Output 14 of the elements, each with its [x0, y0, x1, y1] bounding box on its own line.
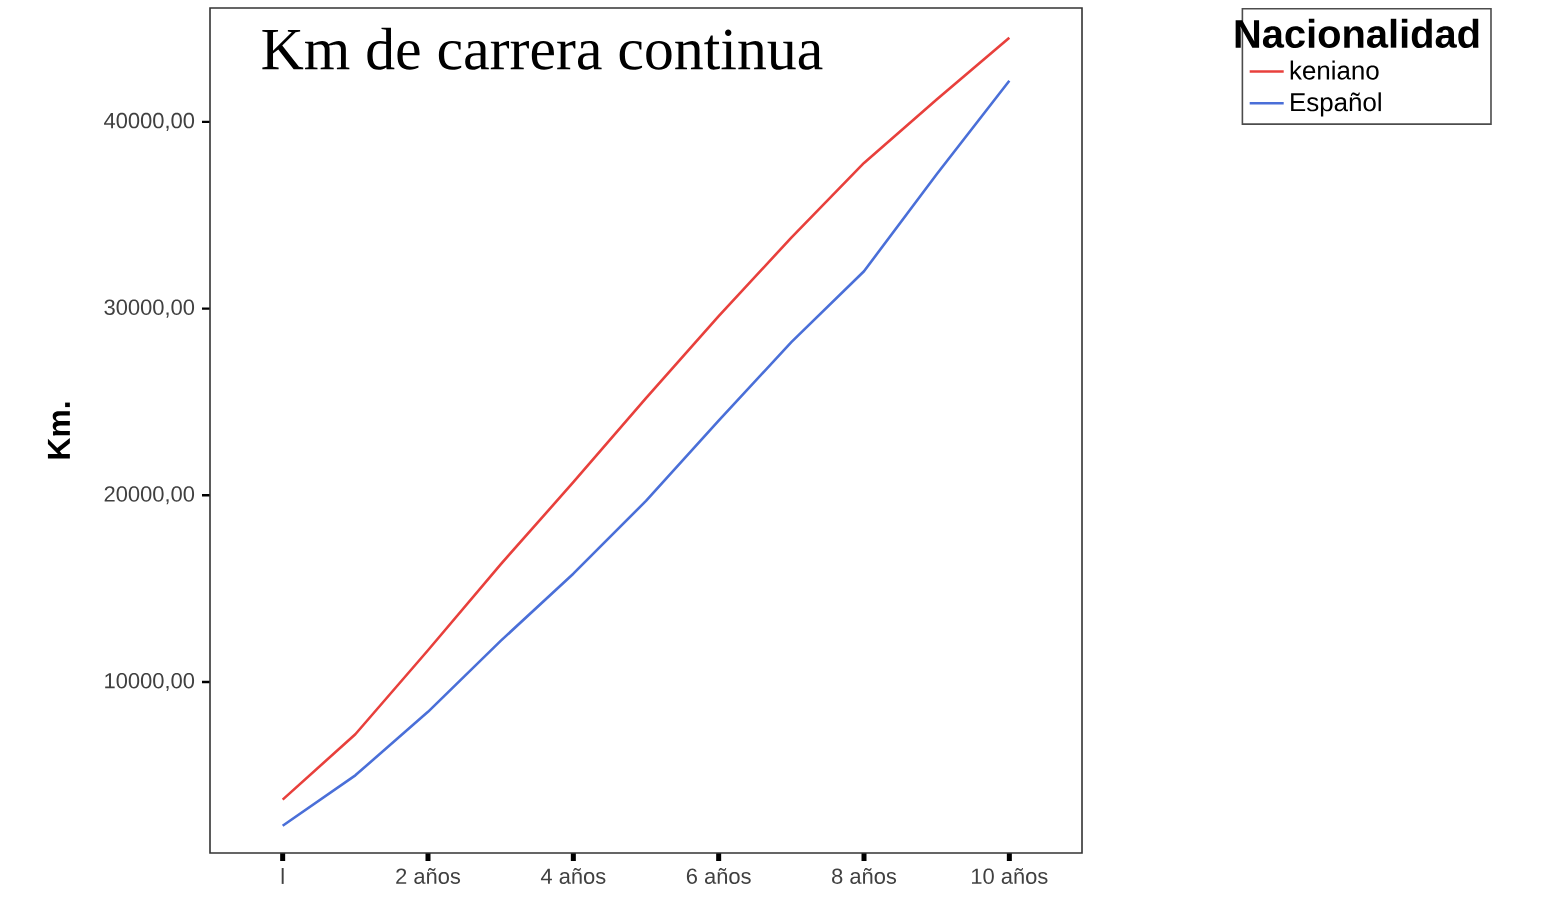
x-tick-label: 6 años [686, 868, 751, 884]
y-tick-label: 30000,00 [104, 299, 195, 318]
legend-label: Español [1291, 92, 1381, 117]
y-tick-label: 10000,00 [105, 672, 195, 692]
x-tick-label: l [281, 868, 284, 884]
x-tick-label: 2 años [396, 868, 461, 884]
x-tick-label: 4 años [540, 868, 606, 884]
legend-label: keniano [1290, 60, 1379, 80]
y-tick-label: 20000,00 [104, 486, 195, 505]
x-tick-label: 10 años [972, 868, 1048, 884]
y-tick-label: 40000,00 [104, 112, 195, 131]
x-tick-label: 8 años [832, 868, 897, 884]
y-axis-title: Km. [47, 402, 70, 459]
chart-title: Km de carrera continua [262, 27, 823, 70]
